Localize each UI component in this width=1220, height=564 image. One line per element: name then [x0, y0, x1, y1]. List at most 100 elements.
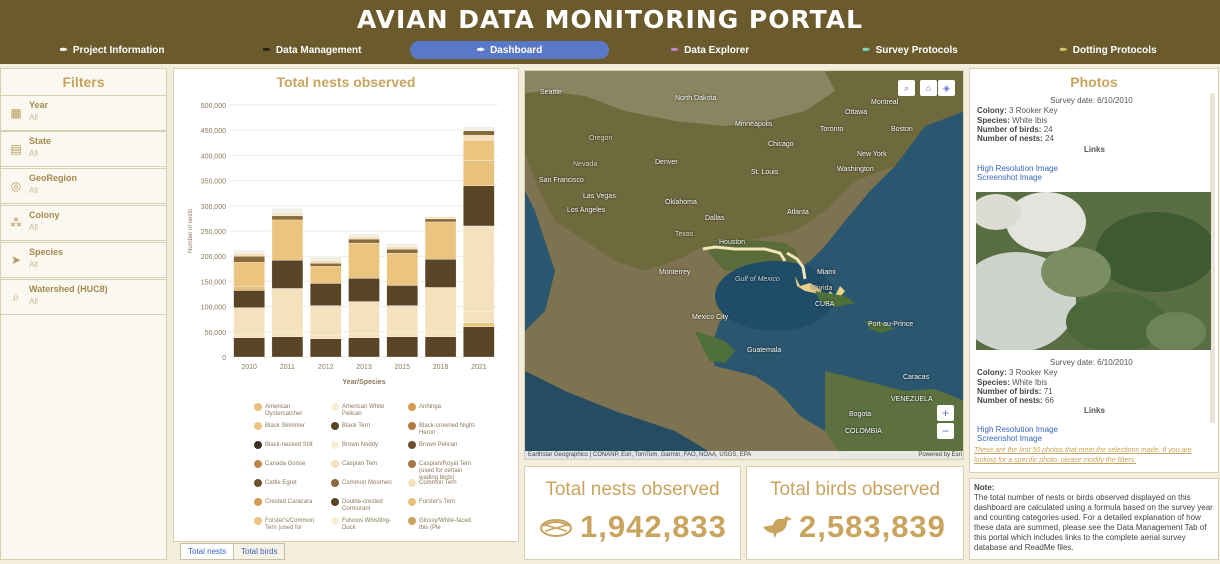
filter-georegion[interactable]: ◎ GeoRegion All: [1, 168, 167, 204]
tab-survey-protocols[interactable]: ✒ Survey Protocols: [860, 41, 960, 59]
filter-colony[interactable]: ⁂ Colony All: [1, 205, 167, 241]
colony-label: Colony:: [977, 368, 1007, 377]
bar-segment: [271, 336, 304, 358]
search-icon[interactable]: ⌕: [898, 80, 915, 96]
note-text: The total number of nests or birds obser…: [974, 493, 1213, 552]
legend-label[interactable]: Forster's Tern: [419, 499, 456, 505]
tab-dotting-protocols[interactable]: ✒ Dotting Protocols: [1058, 41, 1158, 59]
x-tick-label: 2012: [318, 364, 334, 371]
chart-panel: Total nests observed 0 50,000 100,000 150,0…: [173, 68, 519, 542]
legend-label[interactable]: Fulvous Whistling-Duck: [342, 518, 392, 531]
photos-panel: Photos Survey date: 6/10/2010 Colony: 3 …: [969, 68, 1219, 473]
y-tick-label: 400,000: [201, 153, 226, 160]
legend-label[interactable]: Caspian Tern: [342, 461, 378, 467]
high-resolution-link[interactable]: High Resolution Image: [977, 425, 1058, 434]
zoom-in-button[interactable]: +: [937, 405, 954, 421]
screenshot-link[interactable]: Screenshot Image: [977, 173, 1042, 182]
legend-label[interactable]: Anhinga: [419, 404, 442, 410]
birds-value: 71: [1043, 387, 1053, 396]
colony-photo[interactable]: [976, 192, 1211, 350]
bar-segment: [463, 326, 495, 358]
tab-total-nests[interactable]: Total nests: [180, 543, 235, 560]
photos-title: Photos: [1070, 74, 1118, 90]
nav-label: Data Management: [275, 44, 362, 56]
legend-label[interactable]: Black Skimmer: [265, 423, 306, 429]
legend-label[interactable]: Black-necked Stilt: [265, 442, 313, 448]
y-tick-label: 150,000: [201, 279, 226, 286]
species-label: Species:: [977, 116, 1010, 125]
bar-segment: [424, 332, 457, 337]
home-icon[interactable]: ⌂: [920, 80, 937, 96]
bar-segment: [463, 185, 495, 227]
x-tick-label: 2010: [241, 364, 257, 371]
legend-label[interactable]: Caspian/Royal Tern (used for certain wad…: [419, 461, 472, 481]
legend-swatch: [408, 517, 416, 525]
photos-scrollbar[interactable]: [1210, 93, 1215, 423]
legend-label[interactable]: Brown Pelican: [419, 442, 458, 448]
bar-segment: [233, 256, 265, 263]
legend-label[interactable]: Common Tern: [419, 480, 457, 486]
legend-label[interactable]: Black-crowned Night-Heron: [419, 423, 477, 436]
tab-project-information[interactable]: ✒ Project Information: [58, 41, 166, 59]
bird-icon: [763, 516, 792, 538]
feather-icon: ✒: [476, 44, 486, 56]
tab-data-explorer[interactable]: ✒ Data Explorer: [668, 41, 752, 59]
legend-label[interactable]: Canada Goose: [265, 461, 306, 467]
high-resolution-link[interactable]: High Resolution Image: [977, 164, 1058, 173]
tab-total-birds[interactable]: Total birds: [233, 543, 286, 560]
legend-label[interactable]: American Oystercatcher: [265, 404, 303, 417]
note-panel: Note: The total number of nests or birds…: [969, 478, 1219, 560]
zoom-out-button[interactable]: −: [937, 423, 954, 439]
nav-label: Data Explorer: [684, 44, 750, 56]
y-tick-label: 100,000: [201, 305, 226, 312]
feather-icon: ✒: [670, 44, 680, 56]
map-label: Oregon: [589, 135, 613, 142]
legend-label[interactable]: Double-crested Cormorant: [342, 499, 383, 512]
bar-segment: [348, 333, 380, 338]
legend-swatch: [408, 422, 416, 430]
legend-label[interactable]: Common Moorhen: [342, 480, 392, 486]
legend-label[interactable]: American White Pelican: [342, 404, 385, 417]
colony-line: Colony: 3 Rooker Key: [977, 368, 1057, 377]
bar-segment: [271, 332, 304, 337]
bar-segment: [233, 262, 265, 287]
nest-icon: [540, 519, 572, 537]
filter-year[interactable]: ▦ Year All: [1, 95, 167, 131]
stat-nests-value: 1,942,833: [580, 509, 727, 544]
legend-swatch: [254, 422, 262, 430]
species-value: White Ibis: [1012, 378, 1048, 387]
nests-label: Number of nests:: [977, 396, 1043, 405]
map-label: Monterrey: [659, 269, 691, 276]
bar-segment: [463, 135, 495, 141]
bar-segment: [463, 126, 495, 131]
map-view[interactable]: Seattle Ottawa Montreal Minneapolis Nort…: [524, 70, 964, 460]
filter-state[interactable]: ▤ State All: [1, 131, 167, 167]
tab-dashboard[interactable]: ✒ Dashboard: [410, 41, 609, 59]
map-icon: ▤: [10, 142, 22, 156]
nests-line: Number of nests: 66: [977, 396, 1054, 405]
layers-icon[interactable]: ◈: [938, 80, 955, 96]
filter-watershed[interactable]: ⌕ Watershed (HUC8) All: [1, 279, 167, 315]
colony-value: 3 Rooker Key: [1009, 106, 1058, 115]
legend-label[interactable]: Glossy/White-faced Ibis (Ple: [419, 518, 472, 531]
legend-label[interactable]: Crested Caracara: [265, 499, 313, 505]
legend-swatch: [331, 479, 339, 487]
bar-segment: [233, 286, 265, 291]
legend-label[interactable]: Forster's/Common Tern (used for: [265, 518, 315, 531]
map-label: Oklahoma: [665, 199, 697, 206]
x-tick-label: 2013: [356, 364, 372, 371]
map-label: Ottawa: [845, 109, 868, 116]
legend-label[interactable]: Black Tern: [342, 423, 370, 429]
legend-label[interactable]: Cattle Egret: [265, 480, 297, 486]
y-tick-label: 500,000: [201, 103, 226, 110]
filter-label: Watershed (HUC8): [29, 284, 108, 294]
filter-species[interactable]: ➤ Species All: [1, 242, 167, 278]
tab-data-management[interactable]: ✒ Data Management: [258, 41, 366, 59]
filter-value: All: [29, 223, 38, 232]
screenshot-link[interactable]: Screenshot Image: [977, 434, 1042, 443]
legend-label[interactable]: Brown Noddy: [342, 442, 379, 448]
legend-swatch: [408, 403, 416, 411]
legend-swatch: [331, 441, 339, 449]
bar-segment: [463, 322, 495, 327]
birds-line: Number of birds: 71: [977, 387, 1053, 396]
